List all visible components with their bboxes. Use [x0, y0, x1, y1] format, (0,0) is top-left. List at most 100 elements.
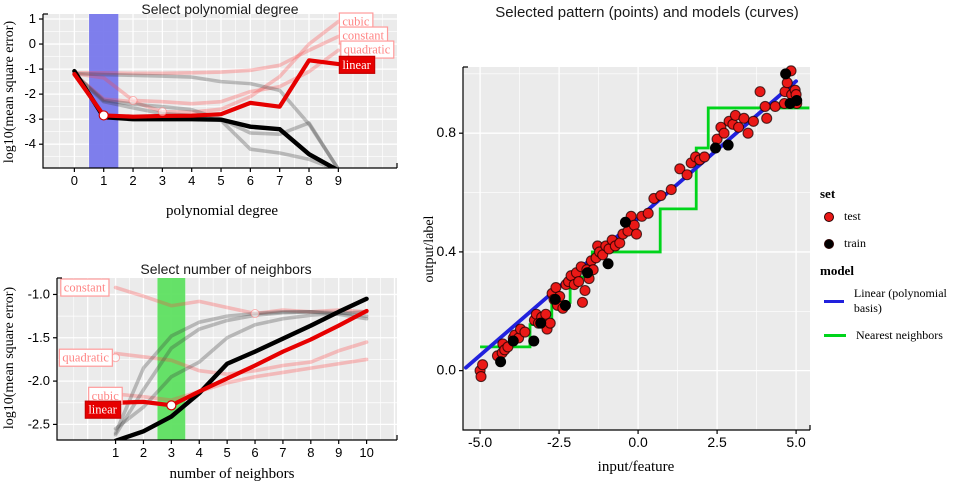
pattern-label-linear[interactable]: linear	[84, 400, 122, 419]
point-train	[507, 335, 519, 347]
point-train	[535, 317, 547, 329]
pattern-label-linear[interactable]: linear	[338, 55, 376, 74]
point-test	[579, 284, 591, 297]
neighbors-axes	[56, 278, 397, 441]
point-test	[742, 127, 754, 139]
legend: set test train model Linear (polynomial …	[818, 182, 966, 355]
pattern-label-constant[interactable]: constant	[338, 26, 389, 45]
x-tick-label: 7	[276, 173, 283, 188]
point-train	[710, 142, 722, 154]
y-tick-label: 0.0	[437, 362, 457, 378]
point-test	[519, 326, 531, 338]
y-tick-label: -2.5	[28, 416, 50, 431]
degree-selector-band[interactable]	[89, 14, 119, 168]
y-tick-label: -1.0	[28, 286, 50, 301]
y-tick-label: -2	[24, 86, 36, 101]
point-test	[738, 112, 750, 124]
point-test	[781, 77, 793, 89]
pattern-axes	[462, 67, 810, 431]
x-tick-label: 5.0	[786, 434, 806, 450]
curve-cubic-train[interactable]	[113, 309, 369, 431]
y-tick-label: -1.5	[28, 330, 50, 345]
point-test	[733, 121, 745, 133]
curve-quadratic-test[interactable]	[72, 48, 341, 106]
curve-linear-test	[72, 58, 341, 119]
y-tick-label: 0.4	[437, 243, 457, 259]
point-train	[528, 335, 540, 347]
point-test	[761, 112, 773, 124]
svg-text:constant: constant	[342, 29, 384, 43]
point-test	[759, 100, 771, 113]
point-train	[619, 216, 631, 228]
pattern-label-quadratic[interactable]: quadratic	[340, 40, 395, 59]
pattern-plot-panel	[463, 67, 810, 430]
x-tick-label: 1	[112, 445, 119, 460]
x-tick-label: 2	[129, 173, 136, 188]
legend-item-label: train	[844, 236, 866, 250]
curve-constant-test[interactable]	[113, 285, 369, 316]
y-tick-label: -1	[24, 61, 36, 76]
x-tick-label: -5.0	[468, 434, 492, 450]
svg-text:constant: constant	[64, 281, 106, 295]
neighbors-selector-band[interactable]	[157, 278, 186, 440]
legend-model-title: model	[820, 263, 854, 278]
legend-item-nn-model[interactable]: Nearest neighbors	[824, 328, 966, 343]
legend-item-train[interactable]: train	[824, 236, 966, 251]
x-tick-label: 2	[140, 445, 147, 460]
pattern-label-quadratic[interactable]: quadratic	[58, 348, 113, 367]
x-tick-label: 5	[217, 173, 224, 188]
degree-selected-point[interactable]	[98, 110, 109, 121]
y-tick-label: -2.0	[28, 373, 50, 388]
point-test	[477, 359, 489, 371]
point-test	[698, 151, 710, 163]
legend-item-linear-model[interactable]: Linear (polynomial basis)	[824, 286, 966, 316]
point-test	[642, 207, 654, 219]
point-test	[674, 163, 686, 175]
x-tick-label: 8	[307, 445, 314, 460]
faded-selected-dot	[250, 309, 260, 319]
pattern-label-cubic[interactable]: cubic	[88, 386, 123, 405]
neighbors-y-axis-label: log10(mean square error)	[2, 286, 17, 430]
curve-constant-train[interactable]	[113, 309, 369, 435]
point-train	[495, 356, 507, 368]
curve-cubic-test[interactable]	[113, 357, 369, 402]
y-tick-label: 0.8	[437, 124, 457, 140]
pattern-label-cubic[interactable]: cubic	[338, 12, 374, 31]
pattern-y-axis-label: output/label	[422, 215, 437, 283]
degree-chart-title: Select polynomial degree	[141, 1, 299, 17]
linear-model-line-icon	[824, 299, 844, 303]
test-point-icon	[824, 211, 834, 222]
point-test	[681, 169, 693, 181]
point-test	[475, 371, 487, 383]
point-test	[630, 228, 643, 240]
point-test	[573, 276, 585, 288]
x-tick-label: 6	[247, 173, 254, 188]
svg-text:linear: linear	[88, 403, 117, 417]
faded-selected-dot	[157, 107, 167, 117]
curve-constant-test[interactable]	[72, 34, 341, 76]
x-tick-label: 6	[251, 445, 258, 460]
x-tick-label: 9	[335, 445, 342, 460]
point-test	[747, 115, 759, 127]
pattern-label-constant[interactable]: constant	[60, 278, 110, 297]
curve-cubic-test[interactable]	[72, 19, 341, 114]
neighbors-selected-point[interactable]	[166, 400, 177, 411]
curve-constant-train[interactable]	[72, 71, 340, 170]
point-train	[559, 299, 571, 311]
legend-set-title: set	[820, 186, 836, 201]
pattern-x-axis-label: input/feature	[597, 459, 675, 475]
x-tick-label: 10	[359, 445, 373, 460]
point-train	[582, 267, 594, 279]
x-tick-label: 2.5	[707, 434, 727, 450]
point-test	[544, 317, 556, 329]
point-test	[665, 184, 677, 196]
y-tick-label: -4	[24, 136, 36, 151]
curve-linear-test	[113, 308, 369, 408]
curve-quadratic-train[interactable]	[113, 309, 369, 437]
degree-axes	[42, 14, 397, 169]
legend-item-test[interactable]: test	[824, 209, 966, 224]
svg-text:cubic: cubic	[92, 389, 120, 403]
point-train	[549, 293, 561, 305]
